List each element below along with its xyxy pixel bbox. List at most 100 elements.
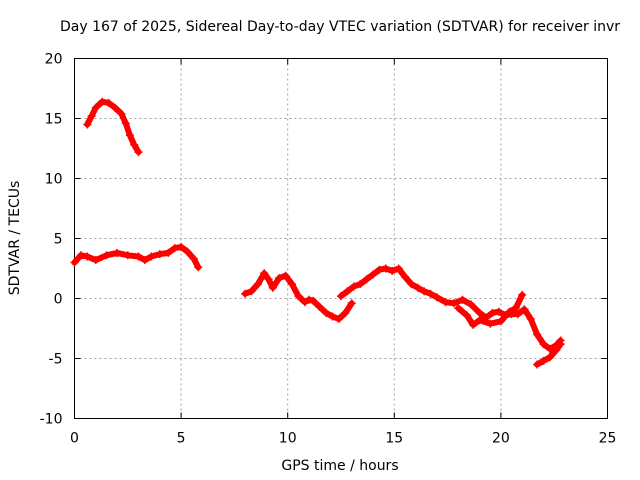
data-point	[426, 289, 435, 298]
data-point	[526, 314, 535, 323]
data-point	[113, 248, 122, 257]
y-axis-label: SDTVAR / TECUs	[7, 181, 23, 296]
axis-ticks	[74, 58, 608, 419]
data-point	[83, 252, 92, 261]
data-point	[450, 299, 458, 308]
data-point	[268, 283, 277, 292]
x-tick-label: 10	[279, 431, 297, 447]
data-point	[533, 330, 542, 339]
data-point	[341, 308, 350, 317]
data-point	[475, 308, 484, 317]
data-point	[189, 254, 198, 263]
chart-title: Day 167 of 2025, Sidereal Day-to-day VTE…	[60, 19, 620, 35]
data-point	[247, 287, 256, 296]
data-point	[164, 248, 173, 257]
data-point	[155, 250, 164, 259]
x-tick-label: 20	[492, 431, 510, 447]
data-point	[91, 103, 100, 112]
data-point	[362, 275, 371, 284]
data-point	[87, 112, 96, 121]
data-point	[552, 346, 561, 355]
data-point	[70, 258, 79, 267]
data-point	[462, 311, 471, 320]
data-point	[125, 131, 134, 140]
data-point	[432, 293, 441, 302]
data-point	[349, 282, 358, 291]
data-point	[401, 272, 409, 281]
data-point	[475, 316, 484, 325]
data-point	[288, 280, 296, 289]
data-point	[194, 263, 203, 272]
data-point	[134, 148, 143, 157]
data-point	[241, 289, 250, 298]
data-point	[300, 298, 309, 307]
data-point	[140, 256, 149, 265]
data-point	[294, 292, 303, 301]
data-point	[514, 310, 522, 319]
data-point	[441, 298, 450, 307]
data-point	[337, 292, 345, 301]
data-point	[177, 242, 186, 251]
data-point	[420, 287, 429, 296]
data-point	[486, 319, 495, 328]
data-point	[170, 244, 179, 253]
x-tick-label: 0	[70, 431, 79, 447]
data-point	[121, 119, 130, 128]
data-point	[469, 320, 478, 329]
data-point	[123, 251, 132, 260]
data-point	[309, 296, 318, 305]
data-point	[369, 270, 377, 279]
x-tick-label: 15	[385, 431, 403, 447]
gridlines	[74, 58, 608, 419]
data-point	[539, 340, 548, 349]
data-point	[381, 264, 390, 273]
data-point	[260, 269, 269, 278]
data-layer	[70, 97, 565, 369]
data-point	[488, 308, 497, 317]
axis-tick-labels: 0 5 10 15 20 25 -10 -5 0 5 10 15 20	[40, 52, 617, 447]
data-point	[183, 247, 192, 256]
y-tick-label: 10	[45, 172, 63, 188]
y-tick-label: -10	[40, 412, 63, 428]
data-point	[394, 264, 403, 273]
data-point	[130, 140, 139, 149]
data-point	[496, 317, 505, 326]
data-point	[375, 265, 384, 274]
data-point	[520, 305, 529, 314]
data-point	[511, 304, 520, 313]
x-axis-label: GPS time / hours	[281, 458, 398, 474]
data-point	[98, 97, 107, 106]
data-point	[315, 302, 324, 311]
data-point	[539, 356, 548, 365]
data-point	[413, 283, 422, 292]
x-tick-label: 5	[177, 431, 186, 447]
data-trace	[338, 265, 564, 352]
data-point	[334, 314, 343, 323]
data-point	[518, 290, 527, 299]
y-tick-label: 15	[45, 112, 63, 128]
y-tick-label: 0	[54, 292, 63, 308]
data-point	[494, 307, 503, 316]
data-point	[556, 340, 565, 349]
x-tick-label: 25	[599, 431, 617, 447]
y-tick-label: 20	[45, 52, 63, 68]
data-point	[545, 344, 554, 353]
data-point	[117, 109, 126, 118]
data-point	[343, 287, 352, 296]
data-point	[253, 280, 262, 289]
data-point	[91, 256, 100, 265]
data-point	[264, 275, 273, 284]
data-point	[545, 353, 554, 362]
data-point	[328, 312, 337, 321]
data-point	[102, 251, 111, 260]
y-tick-label: -5	[49, 352, 63, 368]
data-point	[322, 308, 331, 317]
data-point	[505, 307, 514, 316]
data-point	[83, 120, 92, 129]
data-point	[134, 252, 143, 261]
data-point	[388, 266, 397, 275]
data-point	[281, 271, 290, 280]
data-point	[347, 299, 356, 308]
data-point	[533, 360, 542, 369]
